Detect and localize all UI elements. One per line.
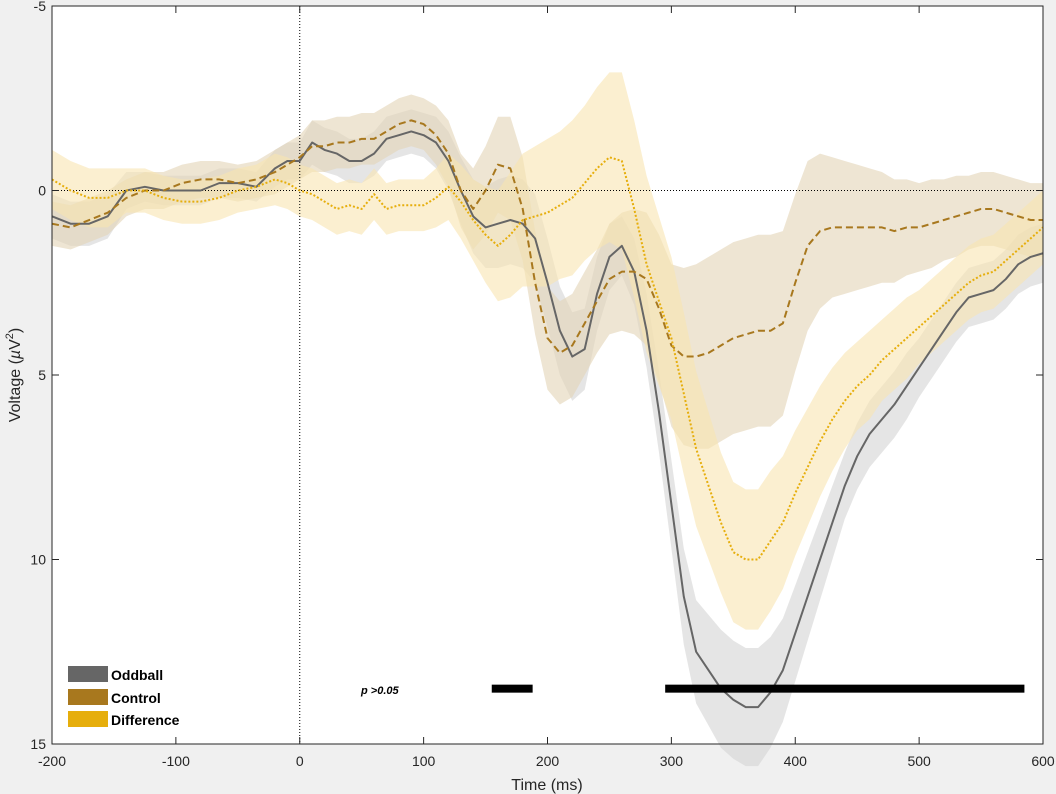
y-tick-label: 5: [38, 367, 46, 383]
y-axis-ticks: -5 0 5 10 15: [30, 0, 1043, 752]
y-axis-label-main: Voltage (: [7, 358, 24, 422]
zero-reference-lines: [52, 6, 1043, 744]
line-oddball: [51, 130, 1044, 709]
y-axis-label: Voltage (µV2): [4, 328, 24, 423]
x-tick-label: -200: [38, 753, 66, 769]
legend-label-difference: Difference: [111, 712, 180, 728]
significance-bars: [491, 684, 1025, 693]
y-axis-label-close: ): [7, 328, 24, 333]
legend-swatch-difference: [68, 711, 108, 727]
band-control: [52, 94, 1043, 449]
legend-label-oddball: Oddball: [111, 667, 163, 683]
legend: Oddball Control Difference: [68, 666, 180, 728]
y-tick-label: -5: [34, 0, 47, 14]
legend-swatch-oddball: [68, 666, 108, 682]
legend-swatch-control: [68, 689, 108, 705]
confidence-bands: [52, 72, 1043, 767]
x-tick-label: 400: [784, 753, 808, 769]
significance-bar-2: [665, 684, 1025, 693]
y-axis-label-mu: µ: [7, 350, 24, 360]
x-tick-label: 600: [1031, 753, 1055, 769]
x-tick-label: 500: [907, 753, 931, 769]
band-oddball: [52, 109, 1043, 767]
x-tick-label: 300: [660, 753, 684, 769]
x-tick-label: -100: [162, 753, 190, 769]
x-axis-ticks: -200 -100 0 100 200 300 400 500 600: [38, 6, 1055, 769]
y-axis-label-sup: 2: [4, 333, 16, 339]
y-axis-label-unit: V: [7, 339, 24, 350]
y-tick-label: 0: [38, 183, 46, 199]
line-control: [51, 119, 1043, 358]
y-tick-label: 10: [30, 552, 46, 568]
series-lines: [51, 119, 1044, 709]
y-tick-label: 15: [30, 736, 46, 752]
x-tick-label: 100: [412, 753, 436, 769]
x-tick-label: 0: [296, 753, 304, 769]
significance-annotation: p >0.05: [360, 685, 399, 697]
x-tick-label: 200: [536, 753, 560, 769]
legend-label-control: Control: [111, 690, 161, 706]
x-axis-label: Time (ms): [511, 777, 582, 794]
band-difference: [52, 72, 1043, 630]
significance-bar-1: [491, 684, 533, 693]
